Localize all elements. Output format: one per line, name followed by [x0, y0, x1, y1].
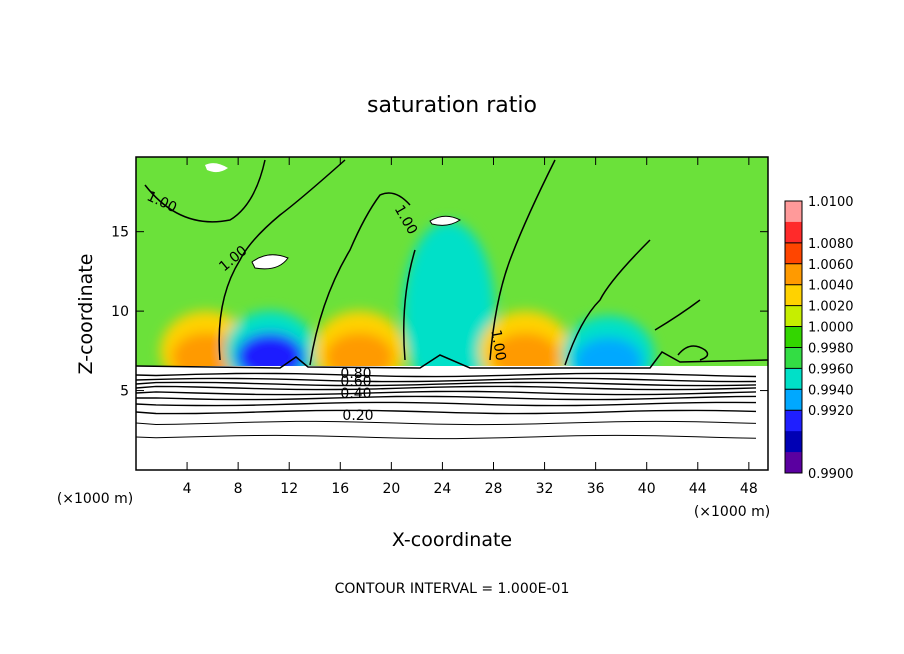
y-tick-label-0: 5 [120, 384, 129, 400]
contour-line-100e [489, 159, 556, 361]
cloud-patch-b [429, 215, 461, 226]
x-unit-left: (×1000 m) [57, 491, 133, 507]
colorbar-swatch-9 [785, 389, 802, 411]
contour-line-100d [403, 249, 416, 361]
x-tick-label-5: 24 [434, 481, 452, 497]
contour-line-100f [564, 239, 651, 366]
contour-line-lower-2 [136, 381, 757, 387]
cloud-patch-a [251, 254, 289, 270]
colorbar-label-8: 0.9940 [808, 383, 854, 398]
x-tick-label-10: 44 [689, 481, 707, 497]
cloud-patch-c [205, 163, 228, 173]
contour-line-lower-9 [136, 434, 757, 440]
contour-line-lower-4 [136, 390, 757, 396]
colorbar-swatch-1 [785, 221, 802, 244]
contour-line-100g [654, 299, 701, 331]
contour-lines-lower [136, 372, 757, 440]
x-tick-label-8: 36 [587, 481, 605, 497]
contour-label-5: 0.60 [340, 374, 371, 390]
contour-label-4: 0.80 [340, 366, 371, 382]
contour-label-6: 0.40 [340, 386, 371, 402]
colorbar-swatch-4 [785, 284, 802, 307]
colorbar-swatch-5 [785, 305, 802, 328]
contour-line-lower-8 [136, 420, 757, 426]
plot-field [136, 157, 768, 470]
contour-interval-note: CONTOUR INTERVAL = 1.000E-01 [335, 581, 570, 597]
colorbar: 1.0100 1.0080 1.0060 1.0040 1.0020 1.0000 0.99… [784, 195, 854, 482]
colorbar-label-1: 1.0080 [808, 237, 854, 252]
colorbar-swatch-12 [785, 452, 802, 474]
colorbar-swatch-11 [785, 431, 802, 453]
x-axis-label: X-coordinate [392, 529, 512, 551]
colorbar-label-6: 0.9980 [808, 341, 854, 356]
x-tick-label-7: 32 [536, 481, 554, 497]
colorbar-label-3: 1.0040 [808, 279, 854, 294]
x-tick-label-3: 16 [331, 481, 349, 497]
contour-line-surface [136, 351, 768, 369]
colorbar-swatch-10 [785, 410, 802, 432]
contour-label-7: 0.20 [342, 408, 373, 424]
contour-line-100a [144, 159, 266, 223]
x-tick-label-0: 4 [183, 481, 192, 497]
contour-line-lower-1 [136, 377, 757, 383]
colorbar-label-9: 0.9920 [808, 404, 854, 419]
x-tick-label-1: 8 [234, 481, 243, 497]
colorbar-label-7: 0.9960 [808, 362, 854, 377]
plot-frame [135, 156, 769, 471]
x-tick-label-4: 20 [382, 481, 400, 497]
contour-line-lower-3 [136, 385, 757, 391]
colorbar-label-4: 1.0020 [808, 300, 854, 315]
x-tick-label-6: 28 [485, 481, 503, 497]
colorbar-label-2: 1.0060 [808, 258, 854, 273]
colorbar-swatch-0 [785, 201, 802, 223]
colorbar-swatch-8 [785, 368, 802, 390]
contour-line-lower-0 [136, 372, 757, 378]
contour-label-3: 1.00 [487, 329, 508, 362]
contour-line-100c [309, 192, 411, 366]
contour-line-100h [677, 345, 709, 361]
colorbar-swatch-2 [785, 242, 802, 265]
field-feature-3 [414, 261, 483, 382]
y-tick-label-1: 10 [111, 304, 129, 320]
colorbar-swatch-6 [785, 326, 802, 348]
contour-line-lower-5 [136, 395, 757, 401]
chart-title: saturation ratio [367, 93, 537, 118]
colorbar-label-10: 0.9900 [808, 467, 854, 482]
colorbar-swatch-7 [785, 347, 802, 369]
x-unit-right: (×1000 m) [694, 504, 770, 520]
x-tick-label-9: 40 [638, 481, 656, 497]
contour-line-lower-6 [136, 401, 757, 407]
y-tick-label-2: 15 [111, 225, 129, 241]
x-tick-label-2: 12 [280, 481, 298, 497]
ground-layer [136, 366, 768, 470]
x-tick-label-11: 48 [740, 481, 758, 497]
y-axis-label: Z-coordinate [75, 254, 97, 375]
contour-line-100b [218, 159, 346, 361]
contour-line-lower-7 [136, 409, 757, 415]
colorbar-swatch-3 [785, 263, 802, 286]
colorbar-label-0: 1.0100 [808, 195, 854, 210]
colorbar-label-5: 1.0000 [808, 321, 854, 336]
